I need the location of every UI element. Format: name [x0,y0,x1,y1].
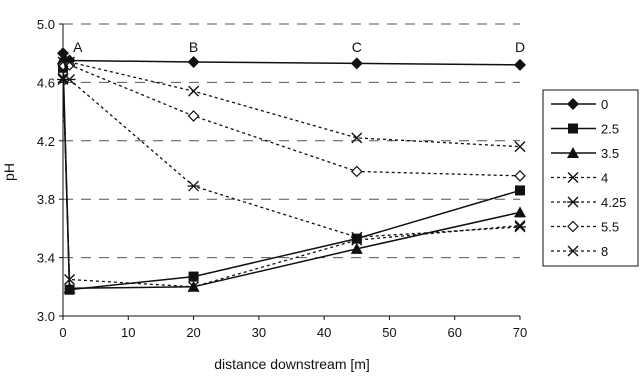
annotation-c: C [352,39,362,55]
legend-label: 2.5 [601,122,619,137]
data-point [187,180,200,192]
data-point [57,72,69,84]
x-tick-label: 70 [513,325,527,340]
legend-label: 3.5 [601,146,619,161]
legend-marker [567,147,579,158]
data-point [63,282,76,294]
legend-item: 8 [551,244,608,259]
data-point [514,58,526,71]
legend-label: 4 [601,171,608,186]
annotation-d: D [515,39,525,55]
annotation-a: A [73,39,83,55]
data-point [351,233,362,244]
series-2-5 [58,62,525,295]
series-line [63,61,521,148]
data-point [514,221,526,233]
legend-label: 0 [601,97,608,112]
x-tick-label: 30 [252,325,266,340]
series-line [63,78,521,238]
series-line [62,52,521,66]
data-point [188,85,200,97]
data-point [514,206,526,218]
legend-label: 4.25 [601,195,626,210]
annotation-b: B [189,39,198,55]
legend-marker [567,220,579,233]
y-tick-label: 5.0 [37,17,55,32]
data-point [515,185,525,196]
data-point [57,53,69,65]
legend-marker [567,172,579,183]
y-tick-label: 4.2 [37,134,55,149]
y-tick-label: 3.4 [37,251,55,266]
data-point [514,141,526,153]
data-point [350,242,363,254]
data-point [350,231,363,243]
x-tick-label: 0 [59,325,66,340]
legend-marker [567,196,579,208]
series-0 [57,47,526,71]
series-line [62,77,521,288]
data-point [350,57,363,70]
y-tick-label: 3.0 [37,309,55,324]
data-point [64,56,76,68]
legend-marker [568,123,578,134]
x-tick-label: 20 [186,325,200,340]
gridlines [63,23,520,259]
data-point [63,74,76,85]
series-4 [57,72,526,293]
series-3-5 [57,53,526,294]
legend-label: 5.5 [601,220,619,235]
y-axis-title: pH [1,163,17,181]
data-point [188,271,199,282]
x-tick-label: 50 [382,325,396,340]
data-point [351,132,363,144]
series-group [57,47,526,295]
data-point [64,274,76,285]
series-8 [57,56,526,153]
data-point [187,55,200,68]
y-tick-label: 4.6 [37,75,55,90]
x-tick-label: 10 [121,325,135,340]
data-point [514,219,526,231]
series-4-25 [57,74,526,243]
data-point [188,281,200,293]
y-axis-ticks: 3.0 3.4 3.8 4.2 4.6 5.0 [37,17,63,324]
legend-item: 2.5 [551,122,619,137]
y-tick-label: 3.8 [37,192,55,207]
legend-item: 3.5 [551,146,619,161]
series-line [63,64,521,177]
data-point [63,59,76,71]
legend-item: 4.25 [551,195,626,210]
series-line [62,67,521,291]
data-point [350,165,363,178]
data-point [514,169,526,182]
legend-marker [567,98,579,110]
x-axis-ticks: 0 10 20 30 40 50 60 70 [59,316,527,340]
x-tick-label: 40 [317,325,331,340]
axes [62,24,520,317]
legend-item: 5.5 [551,220,619,235]
x-axis-title: distance downstream [m] [214,356,370,372]
legend: 0 2.5 3.5 4 4.25 5.5 8 [542,89,639,267]
x-tick-label: 60 [447,325,461,340]
point-annotations: A B C D [73,39,525,55]
legend-item: 4 [551,171,608,186]
legend-label: 8 [601,244,608,259]
legend-item: 0 [551,97,608,112]
legend-marker [567,245,579,257]
series-5-5 [57,59,526,182]
data-point [187,110,200,122]
